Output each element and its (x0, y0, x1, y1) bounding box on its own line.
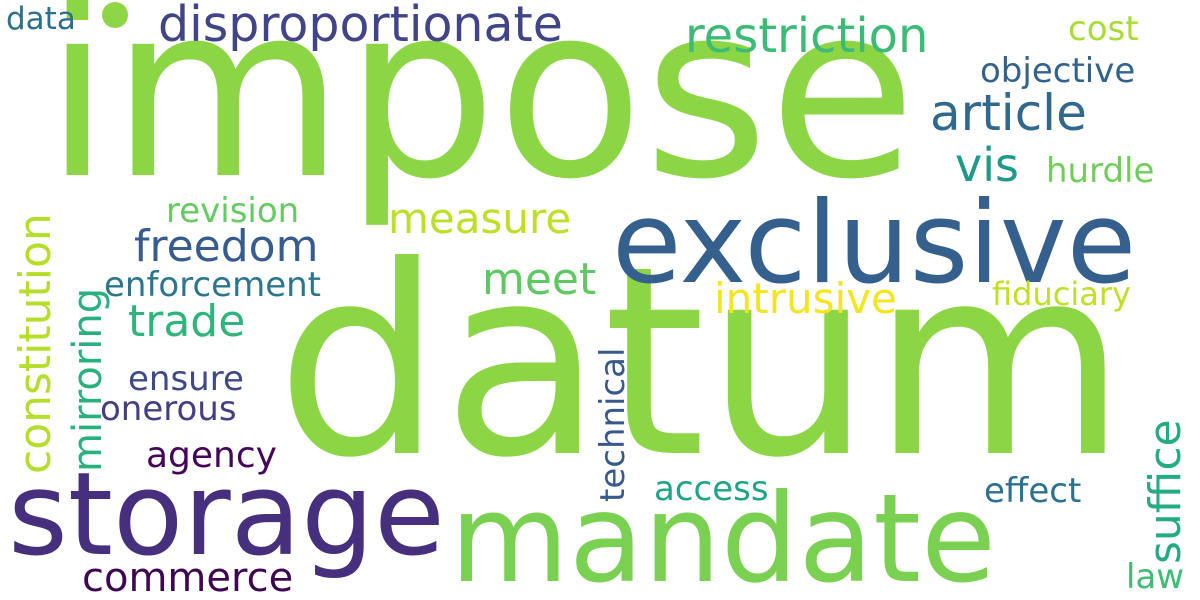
word-meet: meet (482, 254, 597, 305)
word-measure: measure (388, 194, 572, 243)
word-storage: storage (8, 448, 445, 582)
word-trade: trade (128, 296, 246, 347)
word-data: data (6, 1, 76, 37)
word-enforcement: enforcement (104, 265, 321, 305)
word-cost: cost (1068, 9, 1139, 49)
word-onerous: onerous (100, 389, 237, 429)
word-agency: agency (146, 435, 277, 476)
word-mirroring: mirroring (65, 287, 111, 472)
word-freedom: freedom (134, 221, 319, 272)
dot-mark (102, 2, 128, 28)
word-ensure: ensure (128, 359, 244, 399)
word-restriction: restriction (685, 8, 929, 64)
word-constitution: constitution (10, 213, 61, 474)
word-access: access (654, 469, 769, 509)
word-article: article (930, 84, 1087, 142)
word-objective: objective (980, 51, 1136, 91)
word-impose: impose (44, 0, 917, 232)
word-intrusive: intrusive (714, 274, 897, 323)
word-revision: revision (166, 191, 300, 231)
word-law: law (1126, 557, 1185, 597)
word-suffice: suffice (1140, 419, 1191, 564)
word-disproportionate: disproportionate (158, 0, 563, 53)
word-vis: vis (955, 138, 1019, 192)
word-datum: datum (276, 210, 1127, 515)
word-technical: technical (593, 347, 633, 502)
word-commerce: commerce (82, 555, 294, 600)
word-hurdle: hurdle (1046, 151, 1155, 191)
word-mandate: mandate (450, 468, 997, 600)
word-effect: effect (984, 471, 1082, 511)
word-fiduciary: fiduciary (992, 275, 1131, 313)
word-exclusive: exclusive (612, 177, 1137, 309)
